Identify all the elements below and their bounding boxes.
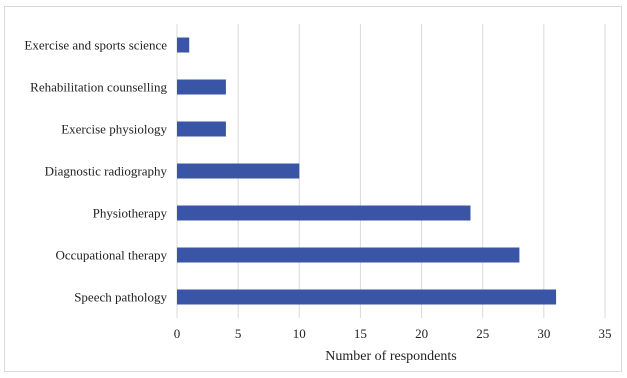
category-label: Rehabilitation counselling (30, 80, 167, 95)
bar (177, 121, 226, 137)
bar (177, 289, 557, 305)
category-label: Exercise and sports science (24, 38, 167, 53)
x-tick-label: 25 (476, 326, 489, 341)
x-tick-label: 5 (235, 326, 242, 341)
bar (177, 37, 190, 53)
x-tick-label: 30 (537, 326, 550, 341)
category-label: Occupational therapy (55, 248, 167, 263)
bars (177, 37, 557, 305)
bar (177, 79, 226, 95)
category-label: Diagnostic radiography (45, 164, 168, 179)
x-axis-title: Number of respondents (325, 349, 456, 364)
category-label: Speech pathology (74, 290, 167, 305)
category-label: Exercise physiology (61, 122, 167, 137)
chart-frame (4, 6, 622, 372)
x-tick-labels: 0 5 10 15 20 25 30 35 (174, 326, 612, 341)
bar (177, 247, 520, 263)
x-tick-label: 0 (174, 326, 181, 341)
x-tick-label: 10 (293, 326, 306, 341)
x-tick-label: 15 (354, 326, 367, 341)
bar (177, 205, 471, 221)
gridlines (176, 24, 606, 318)
bar (177, 163, 300, 179)
x-tick-label: 20 (415, 326, 428, 341)
x-tick-label: 35 (599, 326, 612, 341)
category-labels: Exercise and sports science Rehabilitatio… (24, 38, 167, 305)
category-label: Physiotherapy (93, 206, 168, 221)
